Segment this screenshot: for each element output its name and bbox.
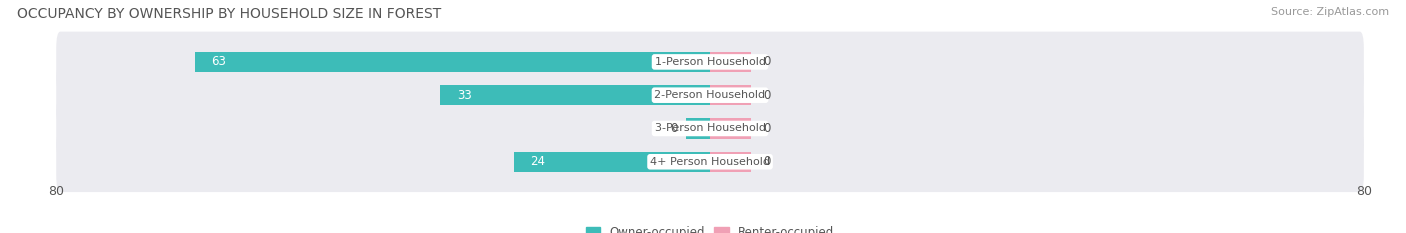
Text: 0: 0	[671, 122, 678, 135]
Text: 24: 24	[530, 155, 546, 168]
Bar	[440, 85, 710, 105]
Text: 0: 0	[763, 89, 770, 102]
Text: 3-Person Household: 3-Person Household	[655, 123, 765, 134]
Bar	[686, 118, 710, 139]
FancyBboxPatch shape	[56, 65, 1364, 126]
Text: 4+ Person Household: 4+ Person Household	[650, 157, 770, 167]
Bar	[195, 52, 710, 72]
Text: 2-Person Household: 2-Person Household	[654, 90, 766, 100]
Text: 0: 0	[763, 55, 770, 69]
Bar	[710, 151, 751, 172]
FancyBboxPatch shape	[56, 32, 1364, 92]
Text: 0: 0	[763, 155, 770, 168]
Bar	[710, 118, 751, 139]
Text: OCCUPANCY BY OWNERSHIP BY HOUSEHOLD SIZE IN FOREST: OCCUPANCY BY OWNERSHIP BY HOUSEHOLD SIZE…	[17, 7, 441, 21]
Legend: Owner-occupied, Renter-occupied: Owner-occupied, Renter-occupied	[586, 226, 834, 233]
Text: 1-Person Household: 1-Person Household	[655, 57, 765, 67]
Text: 0: 0	[763, 122, 770, 135]
Text: Source: ZipAtlas.com: Source: ZipAtlas.com	[1271, 7, 1389, 17]
Bar	[515, 151, 710, 172]
Bar	[710, 85, 751, 105]
Text: 63: 63	[211, 55, 226, 69]
Bar	[710, 52, 751, 72]
FancyBboxPatch shape	[56, 131, 1364, 192]
Text: 33: 33	[457, 89, 471, 102]
FancyBboxPatch shape	[56, 98, 1364, 159]
